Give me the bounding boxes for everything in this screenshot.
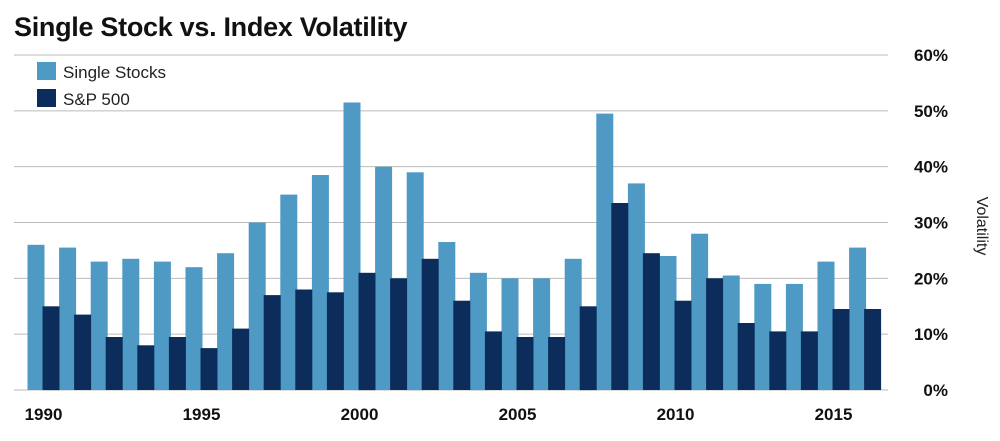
bar-single-stocks-1998 — [280, 194, 298, 390]
bar-sp500-2005 — [516, 337, 534, 390]
y-axis-ticks: 0% 10% 20% 30% 40% 50% 60% — [914, 46, 948, 400]
bar-sp500-1991 — [74, 314, 92, 390]
bar-single-stocks-2012 — [722, 275, 740, 390]
y-tick-label: 40% — [914, 158, 948, 177]
bar-sp500-2000 — [358, 272, 376, 391]
y-tick-label: 20% — [914, 269, 948, 288]
bar-single-stocks-1993 — [122, 258, 140, 390]
y-tick-label: 10% — [914, 325, 948, 344]
chart-title: Single Stock vs. Index Volatility — [14, 12, 408, 42]
legend-swatch-sp500 — [37, 89, 56, 107]
bar-single-stocks-1990 — [27, 244, 45, 390]
x-tick-label: 1995 — [183, 405, 221, 424]
bar-single-stocks-2015 — [817, 261, 835, 390]
bars — [27, 102, 882, 391]
bar-sp500-2014 — [800, 331, 818, 390]
bar-single-stocks-2005 — [501, 278, 519, 390]
bar-sp500-2011 — [706, 278, 724, 390]
x-tick-label: 2015 — [815, 405, 853, 424]
legend-label-sp500: S&P 500 — [63, 90, 130, 109]
bar-sp500-1997 — [263, 295, 281, 390]
x-tick-label: 2000 — [341, 405, 379, 424]
y-tick-label: 30% — [914, 214, 948, 233]
bar-single-stocks-2007 — [564, 258, 582, 390]
legend-swatch-single-stocks — [37, 62, 56, 80]
bar-sp500-2007 — [579, 306, 597, 391]
bar-single-stocks-2014 — [785, 283, 803, 390]
y-tick-label: 0% — [923, 381, 948, 400]
bar-sp500-2016 — [864, 309, 882, 390]
x-tick-label: 2010 — [657, 405, 695, 424]
bar-single-stocks-2006 — [533, 278, 551, 390]
bar-sp500-1999 — [326, 292, 344, 390]
bar-single-stocks-2013 — [754, 283, 772, 390]
bar-sp500-2012 — [737, 323, 755, 390]
bar-sp500-2001 — [390, 278, 408, 390]
bar-sp500-1996 — [232, 328, 250, 390]
bar-single-stocks-2008 — [596, 113, 614, 390]
y-tick-label: 50% — [914, 102, 948, 121]
bar-single-stocks-1999 — [311, 175, 329, 390]
x-tick-label: 1990 — [25, 405, 63, 424]
bar-single-stocks-2002 — [406, 172, 424, 391]
x-tick-label: 2005 — [499, 405, 537, 424]
bar-sp500-2015 — [832, 309, 850, 390]
bar-single-stocks-2004 — [469, 272, 487, 391]
x-axis-ticks: 1990 1995 2000 2005 2010 2015 — [25, 405, 853, 424]
legend-label-single-stocks: Single Stocks — [63, 63, 166, 82]
bar-single-stocks-2001 — [375, 166, 393, 390]
bar-single-stocks-1995 — [185, 267, 203, 390]
bar-sp500-2013 — [769, 331, 787, 390]
bar-single-stocks-2003 — [438, 242, 456, 390]
bar-single-stocks-2010 — [659, 256, 677, 390]
bar-single-stocks-1997 — [248, 222, 266, 390]
bar-sp500-1998 — [295, 289, 313, 390]
y-tick-label: 60% — [914, 46, 948, 65]
bar-single-stocks-2016 — [849, 247, 867, 390]
bar-sp500-1990 — [42, 306, 60, 391]
y-axis-label: Volatility — [973, 197, 990, 256]
bar-single-stocks-1994 — [153, 261, 171, 390]
legend: Single Stocks S&P 500 — [37, 62, 166, 109]
bar-sp500-1993 — [137, 345, 155, 390]
bar-sp500-1992 — [105, 337, 123, 390]
bar-single-stocks-2000 — [343, 102, 361, 390]
bar-sp500-2008 — [611, 203, 629, 390]
bar-sp500-1994 — [168, 337, 186, 390]
bar-sp500-2003 — [453, 300, 471, 390]
bar-single-stocks-1992 — [90, 261, 108, 390]
bar-sp500-2006 — [548, 337, 566, 390]
bar-single-stocks-1996 — [217, 253, 235, 390]
bar-sp500-2002 — [421, 258, 439, 390]
bar-sp500-2009 — [642, 253, 660, 390]
bar-sp500-2004 — [484, 331, 502, 390]
bar-sp500-1995 — [200, 348, 218, 390]
bar-single-stocks-1991 — [59, 247, 77, 390]
bar-single-stocks-2011 — [691, 233, 709, 390]
bar-sp500-2010 — [674, 300, 692, 390]
bar-single-stocks-2009 — [627, 183, 645, 390]
